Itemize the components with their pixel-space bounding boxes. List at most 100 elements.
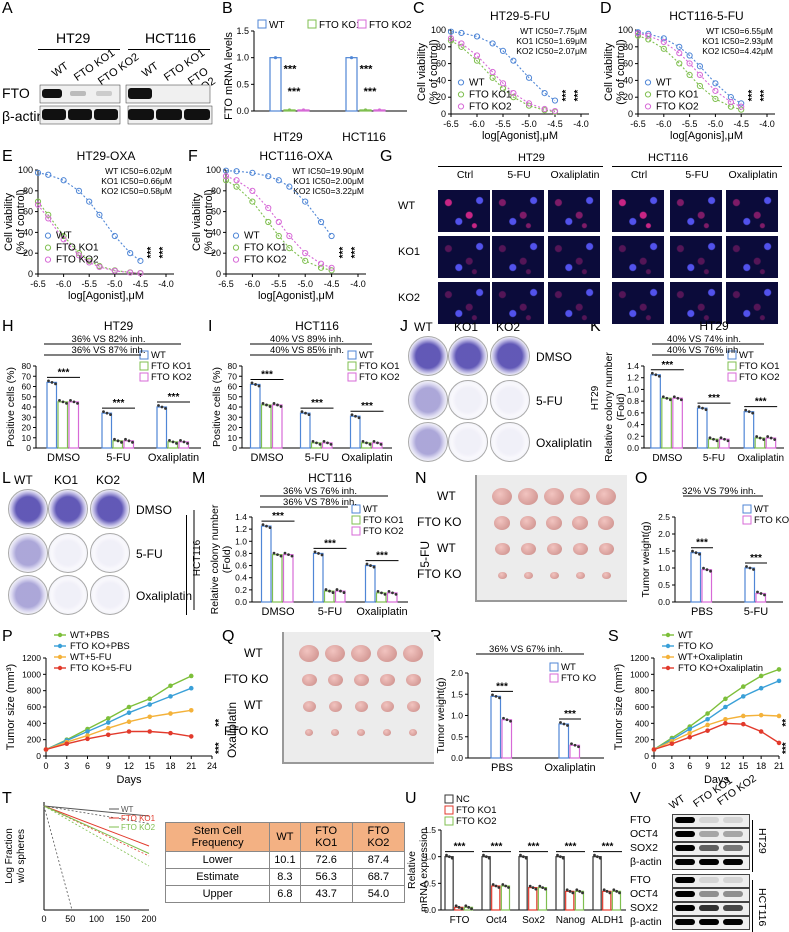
bar-ytick-label: 1.0: [658, 563, 670, 573]
bar-point: [47, 379, 50, 383]
curve-point: [660, 35, 667, 42]
bar-ytick-label: 50: [22, 392, 32, 402]
panel-m-chart: 0.0 0.2 0.4 0.6 0.8 1.0 1.2 1.4 DMSO *** 5-FU *** Ox…: [192, 471, 408, 618]
bar: [271, 404, 283, 449]
tumor: [596, 488, 616, 505]
curve-point: [458, 40, 465, 47]
panel-label-o: O: [635, 470, 648, 487]
line-sig: ***: [214, 742, 222, 754]
curve-point: [727, 98, 734, 106]
curve-xtick-label: -5.0: [297, 279, 313, 289]
line-xtick-label: 9: [106, 761, 111, 771]
bar-sig: ***: [454, 842, 466, 853]
bar-point: [762, 438, 766, 441]
bar: [46, 381, 58, 449]
g-if-image: [438, 236, 490, 278]
bar-point: [751, 411, 755, 415]
bar-legend-label: WT: [754, 504, 769, 515]
bar-point: [773, 438, 777, 441]
bar-ytick-label: 2.0: [451, 668, 463, 678]
bar-legend-swatch: [549, 673, 559, 683]
curve-point: [541, 90, 548, 97]
bar-legend-label: WT: [151, 350, 166, 361]
v-band: [723, 831, 743, 837]
curve-point: [510, 57, 517, 64]
bar-point: [376, 441, 379, 445]
bar-point: [61, 400, 65, 404]
bar-cat-label: DMSO: [262, 606, 295, 618]
bar-point: [657, 374, 661, 378]
curve-sig: ***: [759, 90, 770, 102]
plate-col-label: KO2: [96, 473, 121, 487]
bar: [500, 885, 511, 911]
curve-legend-label: WT: [56, 231, 72, 242]
t-legend-label: FTO KO1: [121, 814, 156, 823]
curve-xtick-label: -6.0: [245, 279, 261, 289]
curve-legend-marker: [232, 256, 240, 263]
curve-point: [676, 60, 683, 67]
bar-point: [268, 526, 272, 530]
tumor: [572, 542, 588, 556]
bar-point: [598, 856, 602, 860]
curve-ylabel2: (% of control): [428, 39, 440, 104]
bar-ytick-label: 10: [228, 433, 238, 443]
line-xtick-label: 24: [207, 761, 217, 771]
curve-line: [37, 172, 141, 262]
curve-legend-label: FTO KO2: [56, 255, 99, 266]
bar-note: 36% VS 78% inh.: [283, 497, 357, 508]
curve-xtick-label: -5.0: [708, 119, 724, 129]
colony-plate: [490, 336, 530, 376]
bar-point: [556, 853, 559, 857]
v-row-label: β-actin: [630, 856, 662, 868]
curve-point: [45, 215, 52, 222]
bar-point: [175, 441, 178, 445]
bar-point: [608, 891, 612, 895]
bar-ytick-label: 0.5: [451, 732, 463, 742]
colony-plate: [490, 380, 530, 420]
panel-label-e: E: [2, 148, 13, 165]
curve-point: [676, 43, 683, 50]
b-point: [301, 108, 306, 112]
plate-row-label: Oxaliplatin: [136, 589, 193, 603]
line-series: [653, 714, 780, 751]
bar-point: [612, 888, 616, 892]
bar-point: [387, 589, 391, 593]
bar: [249, 383, 261, 449]
curve-legend-label: FTO KO2: [244, 255, 287, 266]
curve-ylabel: Cell viability: [603, 42, 615, 101]
curve-point: [458, 43, 465, 50]
bar-point: [329, 442, 333, 446]
curve-point: [265, 218, 272, 226]
bar-point: [544, 887, 547, 891]
bar-legend-label: NC: [456, 794, 470, 805]
t-ci-line: [43, 805, 150, 867]
line-ytick-label: 1000: [630, 669, 649, 679]
bar: [744, 567, 756, 603]
tumor: [380, 700, 394, 712]
colony-plate: [90, 533, 130, 573]
bar-ytick-label: 0.0: [235, 597, 247, 607]
bar-point: [65, 401, 68, 405]
panel-label-q: Q: [222, 628, 235, 645]
g-if-image: [726, 282, 778, 324]
curve-point: [86, 198, 93, 205]
bar-legend-swatch: [549, 662, 559, 672]
bar-sig: ***: [58, 367, 70, 378]
bar-legend-label: FTO KO2: [739, 372, 779, 383]
curve-point: [499, 80, 507, 87]
g-if-image: [726, 190, 778, 232]
bar-cat-label: DMSO: [47, 452, 80, 464]
line-ytick-label: 1200: [22, 653, 41, 663]
v-band: [723, 891, 743, 897]
curve-line: [450, 37, 556, 112]
v-band: [723, 919, 743, 925]
panel-k-chart: 0.0 0.20.4 0.6 0.8 1.01.2 1.4 DMSO *** 5-FU *** Ox…: [590, 319, 784, 464]
curve-point: [551, 97, 559, 104]
band: [156, 109, 182, 120]
curve-xlabel: log[Agonist],μM: [258, 290, 334, 302]
curve-legend-marker: [644, 91, 652, 98]
curve-point: [328, 267, 335, 274]
curve-point: [265, 204, 272, 212]
line-legend-marker: [57, 654, 63, 660]
